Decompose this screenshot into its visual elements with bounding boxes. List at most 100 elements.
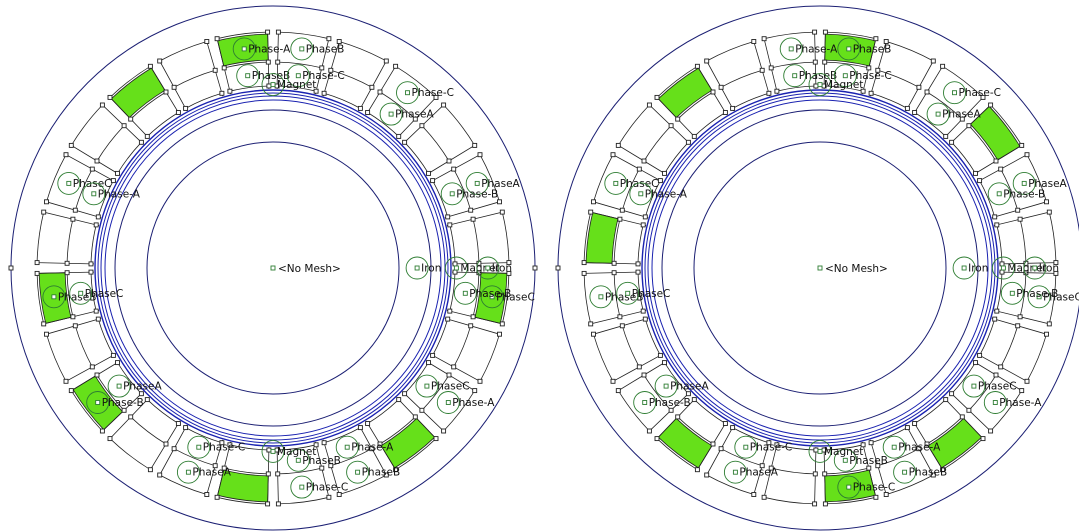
region-marker-circle — [952, 256, 976, 280]
mesh-node — [506, 270, 512, 276]
mesh-node — [591, 331, 596, 337]
region-label-text: PhaseA — [123, 381, 162, 393]
mesh-node — [72, 207, 78, 213]
mesh-node — [640, 222, 646, 228]
region-label-text: PhaseB — [799, 70, 838, 82]
mesh-node — [949, 139, 955, 145]
mesh-node — [212, 463, 218, 469]
mesh-node — [221, 65, 227, 71]
rotor-shaft-boundary — [146, 141, 400, 395]
region-marker-circle — [654, 374, 678, 398]
airgap-ring — [651, 99, 989, 437]
mesh-node — [275, 29, 281, 35]
mesh-node — [115, 360, 120, 366]
region-marker-square — [1009, 290, 1015, 296]
region-marker-square — [453, 265, 459, 271]
no-mesh-text: <No Mesh> — [278, 263, 341, 275]
mesh-node — [477, 378, 483, 384]
mesh-node — [357, 425, 363, 431]
region-label-text: PhaseA — [395, 109, 434, 121]
mesh-node — [369, 446, 375, 452]
mesh-node — [468, 323, 474, 329]
mesh-node — [441, 428, 447, 434]
mesh-node — [110, 352, 116, 358]
region-marker-square — [270, 82, 276, 88]
mesh-node — [321, 440, 327, 446]
mesh-node — [654, 436, 660, 442]
mesh-node — [883, 492, 889, 497]
mesh-node — [447, 222, 453, 228]
mesh-node — [94, 372, 100, 378]
mesh-node — [992, 214, 998, 220]
mesh-node — [977, 178, 983, 184]
phase-region-label: PhaseB — [42, 285, 96, 309]
mesh-node — [426, 360, 431, 366]
region-label-text: Iron — [421, 263, 441, 275]
region-marker-square — [51, 294, 57, 300]
mesh-node — [1044, 331, 1049, 337]
mesh-node — [730, 105, 736, 111]
region-label-text: Phase-A — [795, 43, 838, 55]
region-label-text: PhaseC — [978, 381, 1017, 393]
mesh-node — [319, 65, 325, 71]
mesh-node — [994, 308, 1000, 314]
mesh-node — [1017, 314, 1023, 320]
region-marker-square — [241, 46, 247, 52]
region-marker-circle — [893, 460, 917, 484]
phase-region-label: Phase-B — [440, 182, 498, 206]
mesh-node — [365, 421, 371, 426]
region-marker-square — [78, 290, 84, 296]
phase-region-label: Phase-C — [734, 435, 792, 459]
mesh-node — [70, 216, 76, 222]
phase-region-label: PhaseA — [107, 374, 162, 398]
mesh-node — [402, 391, 408, 397]
mesh-node — [128, 414, 134, 420]
mesh-node — [751, 39, 757, 44]
mesh-node — [369, 84, 375, 90]
mesh-node — [718, 84, 724, 90]
mesh-node — [730, 425, 736, 431]
mesh-node — [718, 446, 724, 452]
mesh-node — [635, 269, 641, 275]
mesh-node — [219, 90, 225, 96]
region-marker-circle — [379, 102, 403, 126]
mesh-node — [980, 436, 986, 442]
region-marker-circle — [808, 73, 832, 97]
mesh-node — [657, 352, 663, 358]
stator-slot — [979, 318, 1047, 382]
airgap-ring — [104, 99, 442, 437]
mesh-node — [275, 471, 281, 477]
mesh-node — [685, 139, 691, 145]
mesh-node — [64, 270, 70, 276]
mesh-node — [175, 110, 181, 115]
region-label-text: PhaseA — [739, 467, 778, 479]
mesh-node — [34, 260, 40, 266]
mesh-node — [128, 116, 134, 122]
mesh-node — [992, 316, 998, 322]
mesh-node — [44, 199, 49, 205]
mesh-node — [722, 110, 728, 115]
region-marker-square — [992, 400, 998, 405]
region-marker-square — [489, 294, 495, 300]
mesh-node — [1015, 323, 1021, 329]
mesh-node — [377, 89, 383, 95]
mesh-node — [966, 407, 972, 413]
phase-region-label: PhaseB — [290, 37, 344, 61]
mesh-node — [940, 467, 946, 473]
mesh-node — [183, 105, 189, 111]
region-label-text: PhaseA — [670, 381, 709, 393]
region-label-text: PhaseC — [1043, 291, 1079, 303]
rotor-region-label: Magnet — [261, 73, 316, 97]
region-marker-square — [1021, 180, 1027, 186]
mesh-node — [470, 216, 476, 222]
region-label-text: PhaseB — [302, 455, 341, 467]
phase-region-label: Phase-A — [779, 37, 838, 61]
mesh-node — [99, 102, 105, 108]
mesh-node — [710, 441, 716, 447]
region-label-text: Magnet — [824, 446, 863, 458]
phase-region-label: Phase-C — [396, 81, 454, 105]
region-marker-circle — [346, 460, 370, 484]
mesh-node — [657, 178, 663, 184]
region-marker-square — [817, 265, 823, 271]
region-label-text: PhaseC — [632, 288, 671, 300]
